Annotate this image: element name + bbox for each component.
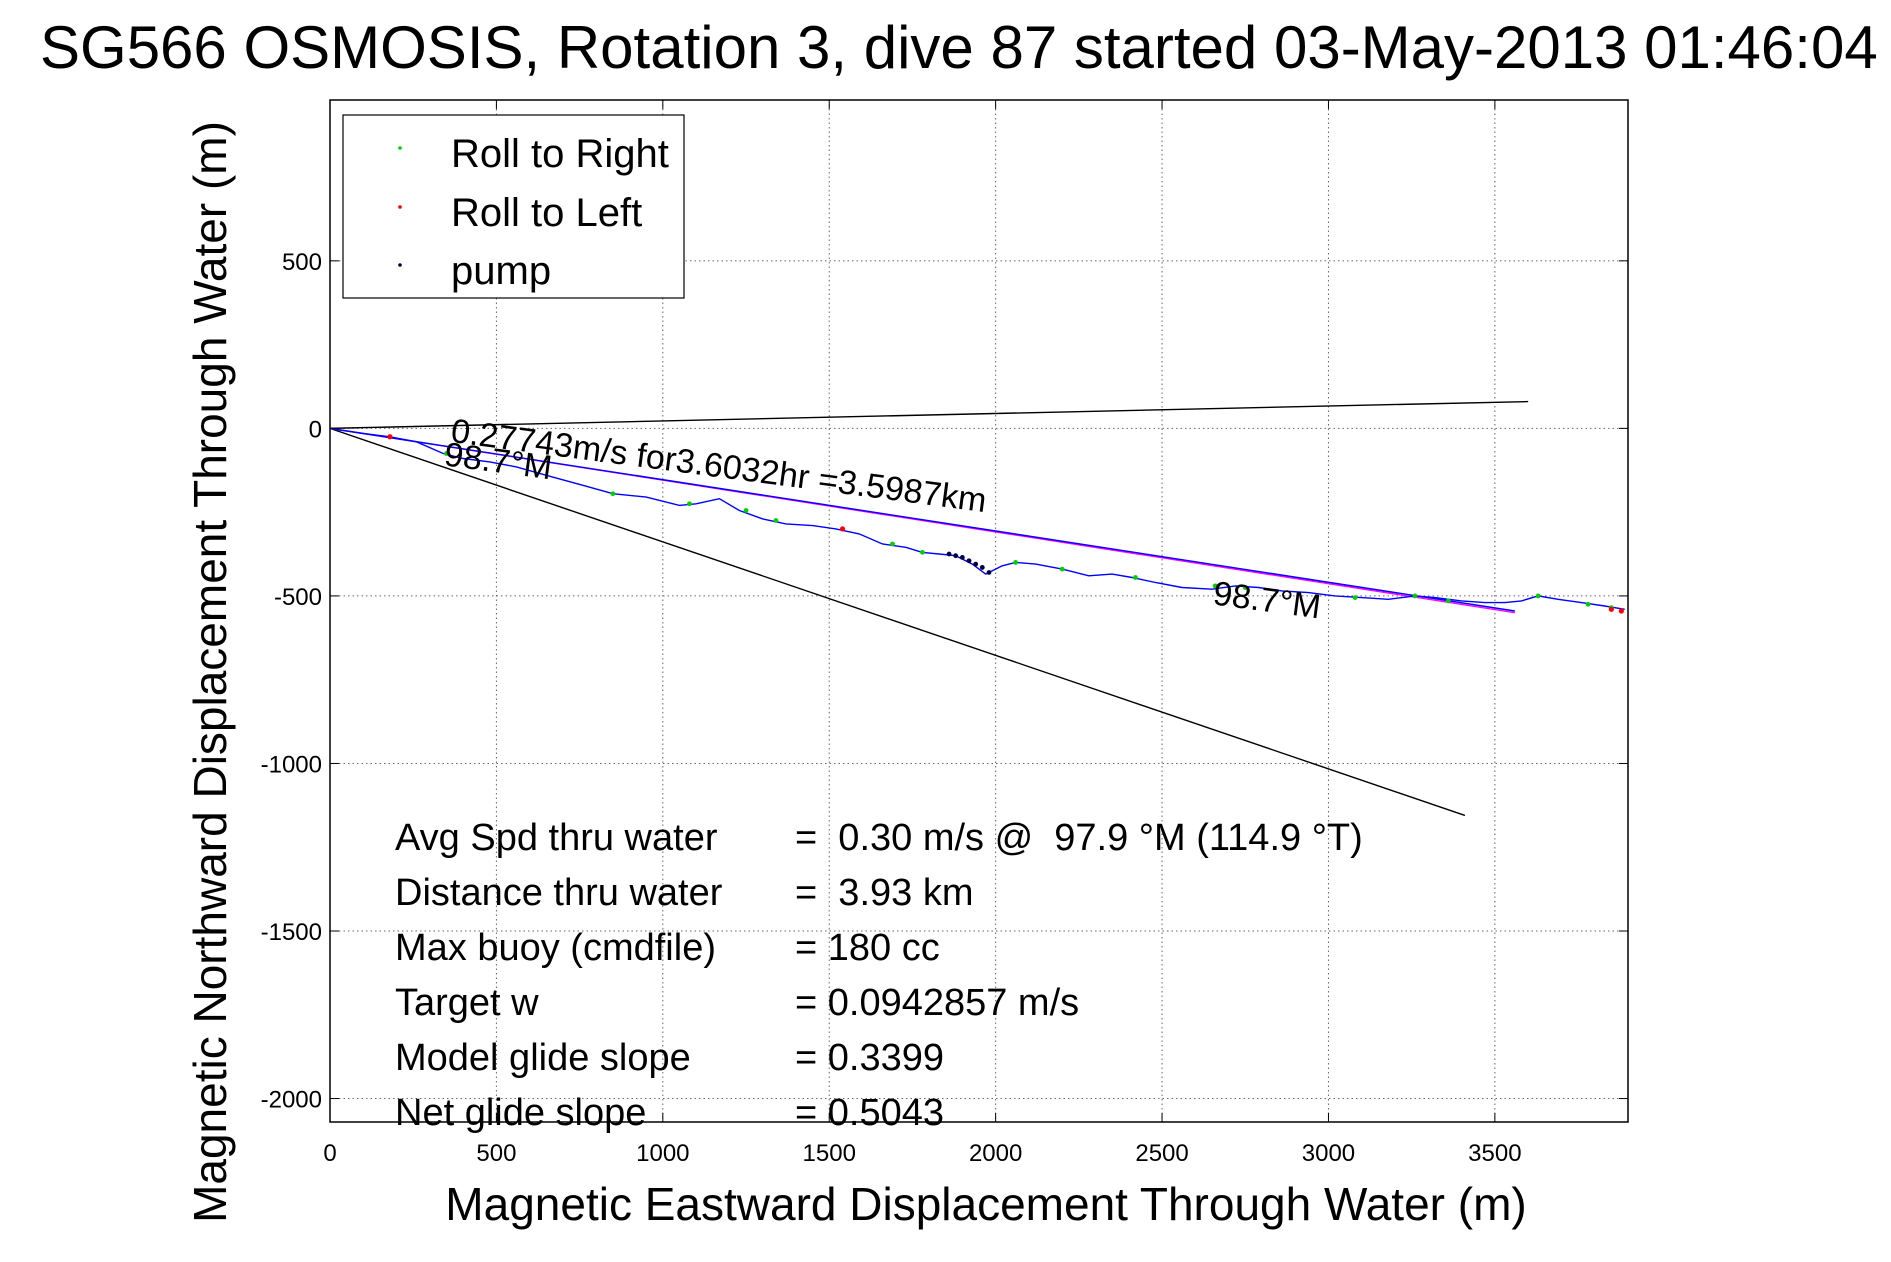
roll-right-point [773,518,779,523]
roll-right-point [1412,593,1418,599]
pump-point [946,551,952,557]
stats-block: Avg Spd thru water = 0.30 m/s @ 97.9 °M … [395,817,1363,1134]
stat-value-model-glide: = 0.3399 [795,1037,944,1079]
roll-right-point [1585,601,1591,607]
roll-right-point [1059,566,1065,572]
roll-right-point [890,541,895,547]
pump-point [986,570,992,575]
roll-left-point [1618,608,1624,614]
grid [330,100,1628,1122]
y-tick-label: 0 [309,416,322,443]
roll-right-point [1535,593,1541,599]
y-tick-label: -2000 [261,1087,322,1114]
annotations: 0.27743m/s for3.6032hr =3.5987km98.7°M98… [442,412,1323,626]
track-layer [329,427,1625,610]
stat-label-distance: Distance thru water [395,872,723,914]
roll-right-point [444,451,449,456]
stat-label-avg-speed: Avg Spd thru water [395,817,718,859]
x-tick-label: 3500 [1468,1140,1521,1167]
y-tick-label: -500 [274,584,322,611]
pump-point [953,553,959,559]
x-axis-label: Magnetic Eastward Displacement Through W… [445,1178,1526,1230]
pump-point [966,558,972,564]
stat-label-net-glide: Net glide slope [395,1092,646,1134]
y-tick-label: -1000 [261,751,322,778]
reference-line-lower [329,427,1466,817]
roll-right-point [1013,560,1019,565]
stat-label-target-w: Target w [395,982,539,1024]
legend-marker-roll-left [398,205,402,209]
x-tick-label: 3000 [1302,1140,1355,1167]
x-tick-label: 1000 [636,1140,689,1167]
roll-left-point [1608,606,1614,612]
pump-point [973,561,979,567]
x-tick-label: 2500 [1135,1140,1188,1167]
x-tick-label: 500 [476,1140,516,1167]
pump-point [979,565,985,570]
roll-right-point [743,508,749,513]
roll-right-point [1242,585,1248,590]
x-tick-label: 0 [323,1140,336,1167]
glider-track-line [329,427,1625,610]
reference-line-mean [329,427,1515,612]
axes-box [329,99,1629,1123]
legend-label-roll-right: Roll to Right [451,132,669,176]
roll-right-point [610,491,616,497]
y-axis-label: Magnetic Northward Displacement Through … [184,121,236,1223]
stat-value-avg-speed: = 0.30 m/s @ 97.9 °M (114.9 °T) [795,817,1363,859]
legend-marker-roll-right [398,146,402,150]
chart-title: SG566 OSMOSIS, Rotation 3, dive 87 start… [40,14,1878,81]
legend-label-pump: pump [451,249,551,293]
roll-right-point [1352,595,1358,600]
roll-right-point [687,501,692,507]
y-tick-label: -1500 [261,919,322,946]
reference-line-upper [329,400,1529,430]
legend-marker-pump [398,263,402,267]
pump-point [959,554,965,560]
roll-left-point [387,434,393,440]
roll-left-point [839,526,846,532]
roll-right-point [1212,583,1218,589]
legend: Roll to Right Roll to Left pump [342,114,685,299]
stat-label-model-glide: Model glide slope [395,1037,691,1079]
stat-value-target-w: = 0.0942857 m/s [795,982,1079,1024]
legend-label-roll-left: Roll to Left [451,191,642,235]
roll-right-point [920,549,925,555]
stat-value-net-glide: = 0.5043 [795,1092,944,1134]
reference-lines [329,400,1529,817]
annotation-heading_end: 98.7°M [1211,575,1323,627]
x-tick-label: 1500 [803,1140,856,1167]
y-tick-label: 500 [282,249,322,276]
tick-labels: 0 500 1000 1500 2000 2500 3000 3500 -2000 -1500 -1… [261,100,1628,1167]
points-layer [387,434,1624,614]
stat-value-distance: = 3.93 km [795,872,973,914]
x-tick-label: 2000 [969,1140,1022,1167]
stat-value-max-buoy: = 180 cc [795,927,940,969]
roll-right-point [1133,575,1138,580]
roll-right-point [1445,598,1451,604]
stat-label-max-buoy: Max buoy (cmdfile) [395,927,716,969]
